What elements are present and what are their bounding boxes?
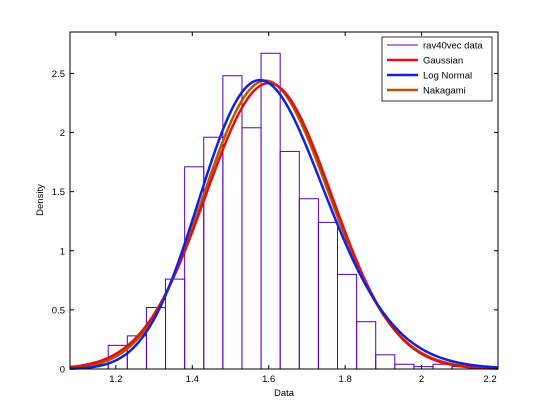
y-tick-label: 2.5 xyxy=(52,69,65,80)
x-axis: 1.2 1.4 1.6 1.8 2 2.2 xyxy=(109,32,499,385)
curve-log-normal xyxy=(69,78,499,370)
y-tick-label: 0 xyxy=(60,365,65,376)
x-axis-label: Data xyxy=(274,388,295,399)
y-tick-label: 0.5 xyxy=(52,305,65,316)
y-tick-label: 1.5 xyxy=(52,187,65,198)
x-tick-label: 1.2 xyxy=(109,374,122,385)
x-tick-label: 2.2 xyxy=(483,374,496,385)
legend-label-lognormal: Log Normal xyxy=(423,71,472,82)
x-tick-label: 1.4 xyxy=(186,374,199,385)
x-tick-label: 1.6 xyxy=(262,374,275,385)
curve-gaussian xyxy=(69,81,499,370)
x-tick-label: 1.8 xyxy=(339,374,352,385)
y-tick-label: 1 xyxy=(60,246,65,257)
y-tick-label: 2 xyxy=(60,128,65,139)
plot-frame xyxy=(69,31,499,370)
legend-label-nakagami: Nakagami xyxy=(423,86,466,97)
legend: rav40vec data Gaussian Log Normal Nakaga… xyxy=(381,36,493,102)
legend-label-histogram: rav40vec data xyxy=(423,41,483,52)
fit-curves xyxy=(69,78,499,370)
x-tick-label: 2 xyxy=(419,374,424,385)
legend-label-gaussian: Gaussian xyxy=(423,56,463,67)
y-axis-label: Density xyxy=(35,184,46,216)
y-axis: 0 0.5 1 1.5 2 2.5 xyxy=(52,69,498,376)
